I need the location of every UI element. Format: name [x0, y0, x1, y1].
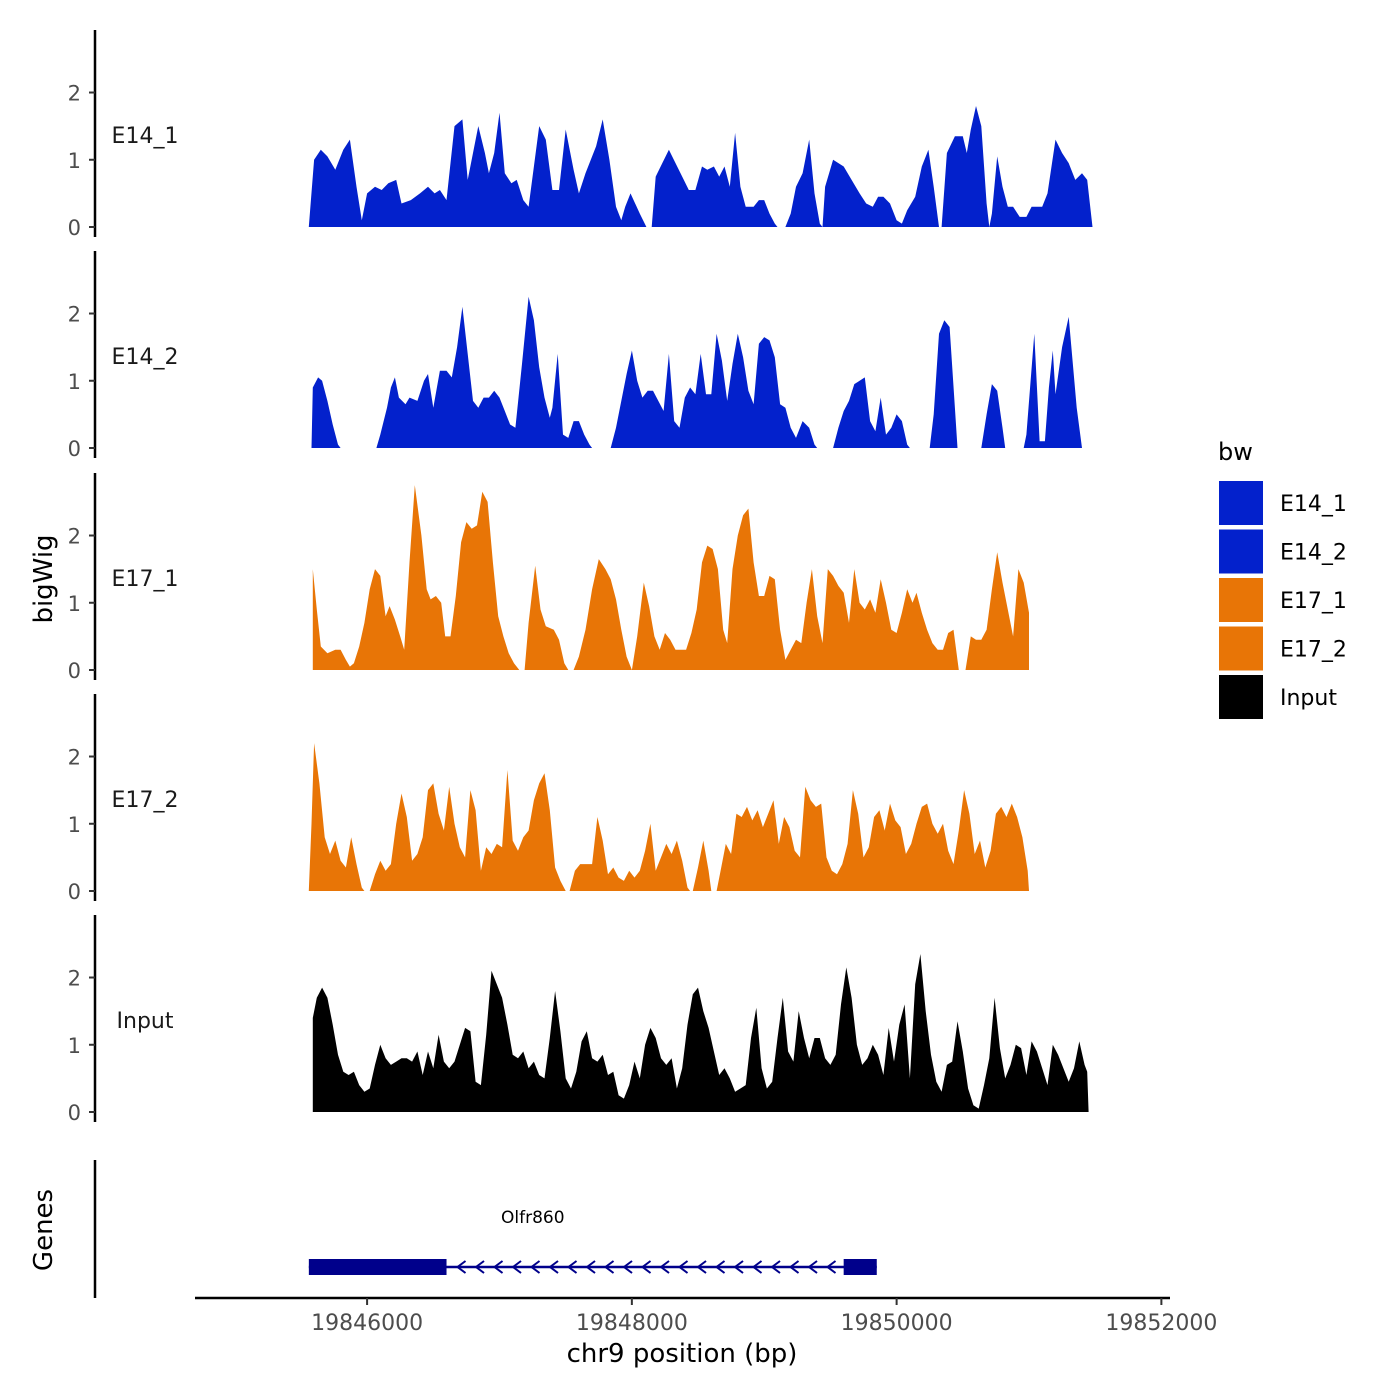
y-tick-label: 1	[68, 592, 81, 616]
y-tick-label: 1	[68, 149, 81, 173]
strand-chevron	[640, 1260, 652, 1274]
y-tick-label: 2	[68, 746, 81, 770]
track-label: E17_2	[112, 788, 179, 813]
gene-exon	[308, 1259, 447, 1275]
signal-area-e17-1	[312, 485, 1029, 670]
legend-swatch	[1217, 527, 1265, 576]
y-tick-label: 2	[68, 525, 81, 549]
track-e17-2: 0 1 2 E17_2	[68, 694, 1029, 904]
strand-chevron	[455, 1260, 467, 1274]
strand-chevron	[677, 1260, 689, 1274]
genes-track: Olfr860	[93, 1160, 877, 1298]
strand-chevron	[585, 1260, 596, 1274]
legend-swatch	[1217, 576, 1265, 624]
strand-chevron	[751, 1260, 763, 1274]
legend: bw E14_1 E14_2 E17_1 E17_2 Input	[1217, 438, 1347, 721]
track-e17-1: 0 1 2 E17_1	[68, 473, 1029, 683]
strand-chevron	[474, 1260, 485, 1274]
track-label: E17_1	[112, 567, 179, 592]
strand-chevron	[622, 1260, 633, 1274]
y-tick-label: 1	[68, 813, 81, 837]
y-tick-label: 0	[68, 216, 81, 240]
strand-chevron	[548, 1260, 559, 1274]
legend-label: E17_1	[1280, 589, 1347, 614]
legend-swatch	[1217, 673, 1265, 721]
track-label: E14_1	[112, 124, 179, 149]
track-label: E14_2	[112, 345, 179, 370]
y-tick-label: 1	[68, 1034, 81, 1058]
strand-chevron	[511, 1260, 522, 1274]
y-axis-title: bigWig	[29, 534, 59, 623]
x-tick-label: 19846000	[311, 1311, 423, 1336]
y-tick-label: 0	[68, 1101, 81, 1125]
signal-area-e17-2	[308, 743, 1029, 891]
y-tick-label: 0	[68, 659, 81, 683]
legend-label: E14_1	[1280, 492, 1347, 517]
strand-chevron	[603, 1260, 615, 1274]
legend-label: E14_2	[1280, 541, 1347, 566]
x-axis-title: chr9 position (bp)	[567, 1339, 798, 1369]
x-tick-label: 19852000	[1105, 1311, 1217, 1336]
strand-chevron	[770, 1260, 781, 1274]
y-tick-label: 2	[68, 303, 81, 327]
x-axis: 19846000 19848000 19850000 19852000	[195, 1296, 1217, 1336]
signal-area-e14-1	[308, 106, 1093, 227]
track-e14-1: 0 1 2 E14_1	[68, 30, 1093, 240]
y-tick-label: 2	[68, 82, 81, 106]
y-tick-label: 0	[68, 437, 81, 461]
genes-track-title: Genes	[29, 1189, 59, 1271]
strand-chevron	[566, 1260, 578, 1274]
strand-chevron	[825, 1260, 837, 1274]
legend-title: bw	[1218, 438, 1253, 466]
x-tick-label: 19850000	[841, 1311, 953, 1336]
legend-label: E17_2	[1280, 638, 1347, 663]
y-tick-label: 0	[68, 880, 81, 904]
strand-chevron	[492, 1260, 504, 1274]
gene-label: Olfr860	[501, 1208, 565, 1228]
strand-chevron	[788, 1260, 800, 1274]
gene-exon	[843, 1259, 877, 1275]
signal-area-e14-2	[311, 296, 1082, 448]
strand-chevron	[807, 1260, 818, 1274]
strand-chevron	[714, 1260, 726, 1274]
signal-area-input	[312, 954, 1089, 1112]
y-tick-label: 2	[68, 967, 81, 991]
strand-chevron	[733, 1260, 744, 1274]
track-label: Input	[117, 1009, 174, 1034]
tracks-group: 0 1 2 E14_1 0 1 2 E14_2 0 1 2 E17_1 0 1 2 E17_2 0 1 2 Input	[68, 30, 1093, 1125]
strand-chevron	[659, 1260, 670, 1274]
strand-chevron	[696, 1260, 707, 1274]
track-e14-2: 0 1 2 E14_2	[68, 251, 1082, 461]
strand-chevron	[529, 1260, 541, 1274]
x-tick-label: 19848000	[576, 1311, 688, 1336]
y-tick-label: 1	[68, 370, 81, 394]
legend-label: Input	[1280, 686, 1337, 711]
legend-swatch	[1217, 624, 1265, 673]
track-input: 0 1 2 Input	[68, 915, 1089, 1125]
legend-swatch	[1217, 479, 1265, 527]
